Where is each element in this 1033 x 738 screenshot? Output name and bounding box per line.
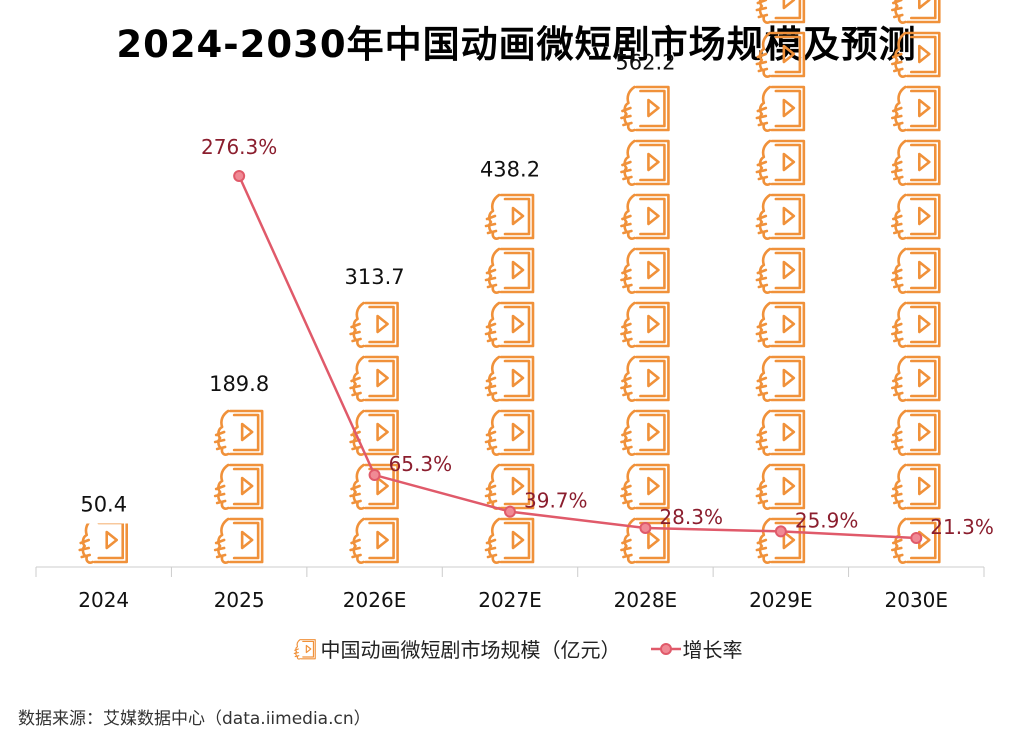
source-note: 数据来源：艾媒数据中心（data.iimedia.cn） — [18, 709, 371, 729]
bar[interactable] — [349, 249, 399, 564]
bar[interactable] — [755, 0, 806, 564]
legend-label-growth: 增长率 — [682, 638, 743, 662]
legend-item-growth[interactable]: 增长率 — [649, 634, 743, 663]
bar[interactable] — [78, 519, 129, 564]
x-tick-label: 2025 — [214, 588, 265, 612]
bar[interactable] — [890, 0, 941, 564]
bar-value-label: 313.7 — [345, 265, 405, 289]
growth-value-label: 21.3% — [930, 515, 994, 539]
growth-value-label: 276.3% — [201, 135, 277, 159]
growth-point[interactable] — [368, 469, 381, 481]
x-tick-label: 2027E — [478, 588, 542, 612]
growth-value-label: 65.3% — [389, 452, 453, 476]
bar-value-label: 562.2 — [615, 50, 675, 74]
bar-value-label: 50.4 — [80, 492, 127, 516]
chart-canvas: 2024 50.4 2025 189.8 2026E 313.7 2027E 438.2 202… — [35, 0, 994, 612]
line-marker-icon — [650, 642, 681, 655]
growth-value-label: 28.3% — [659, 505, 723, 529]
x-tick-label: 2026E — [343, 588, 407, 612]
growth-point[interactable] — [233, 170, 246, 182]
growth-point[interactable] — [910, 532, 923, 544]
growth-value-label: 39.7% — [524, 489, 588, 513]
legend-label-market: 中国动画微短剧市场规模（亿元） — [320, 638, 621, 662]
legend-item-market[interactable]: 中国动画微短剧市场规模（亿元） — [291, 634, 621, 663]
bar-value-label: 438.2 — [480, 157, 540, 181]
bar[interactable] — [620, 85, 670, 564]
x-tick-label: 2028E — [614, 588, 678, 612]
growth-point[interactable] — [639, 521, 652, 534]
growth-point[interactable] — [504, 505, 516, 518]
x-tick-label: 2030E — [885, 588, 949, 612]
video-book-icon — [293, 638, 316, 660]
x-tick-label: 2029E — [749, 588, 813, 612]
x-tick-label: 2024 — [78, 588, 129, 612]
bar-value-label: 189.8 — [209, 372, 269, 396]
chart-title: 2024-2030年中国动画微短剧市场规模及预测 — [116, 23, 917, 66]
growth-point[interactable] — [774, 525, 787, 538]
legend: 中国动画微短剧市场规模（亿元） 增长率 — [0, 634, 1033, 663]
growth-line — [238, 175, 917, 540]
growth-value-label: 25.9% — [795, 508, 859, 532]
